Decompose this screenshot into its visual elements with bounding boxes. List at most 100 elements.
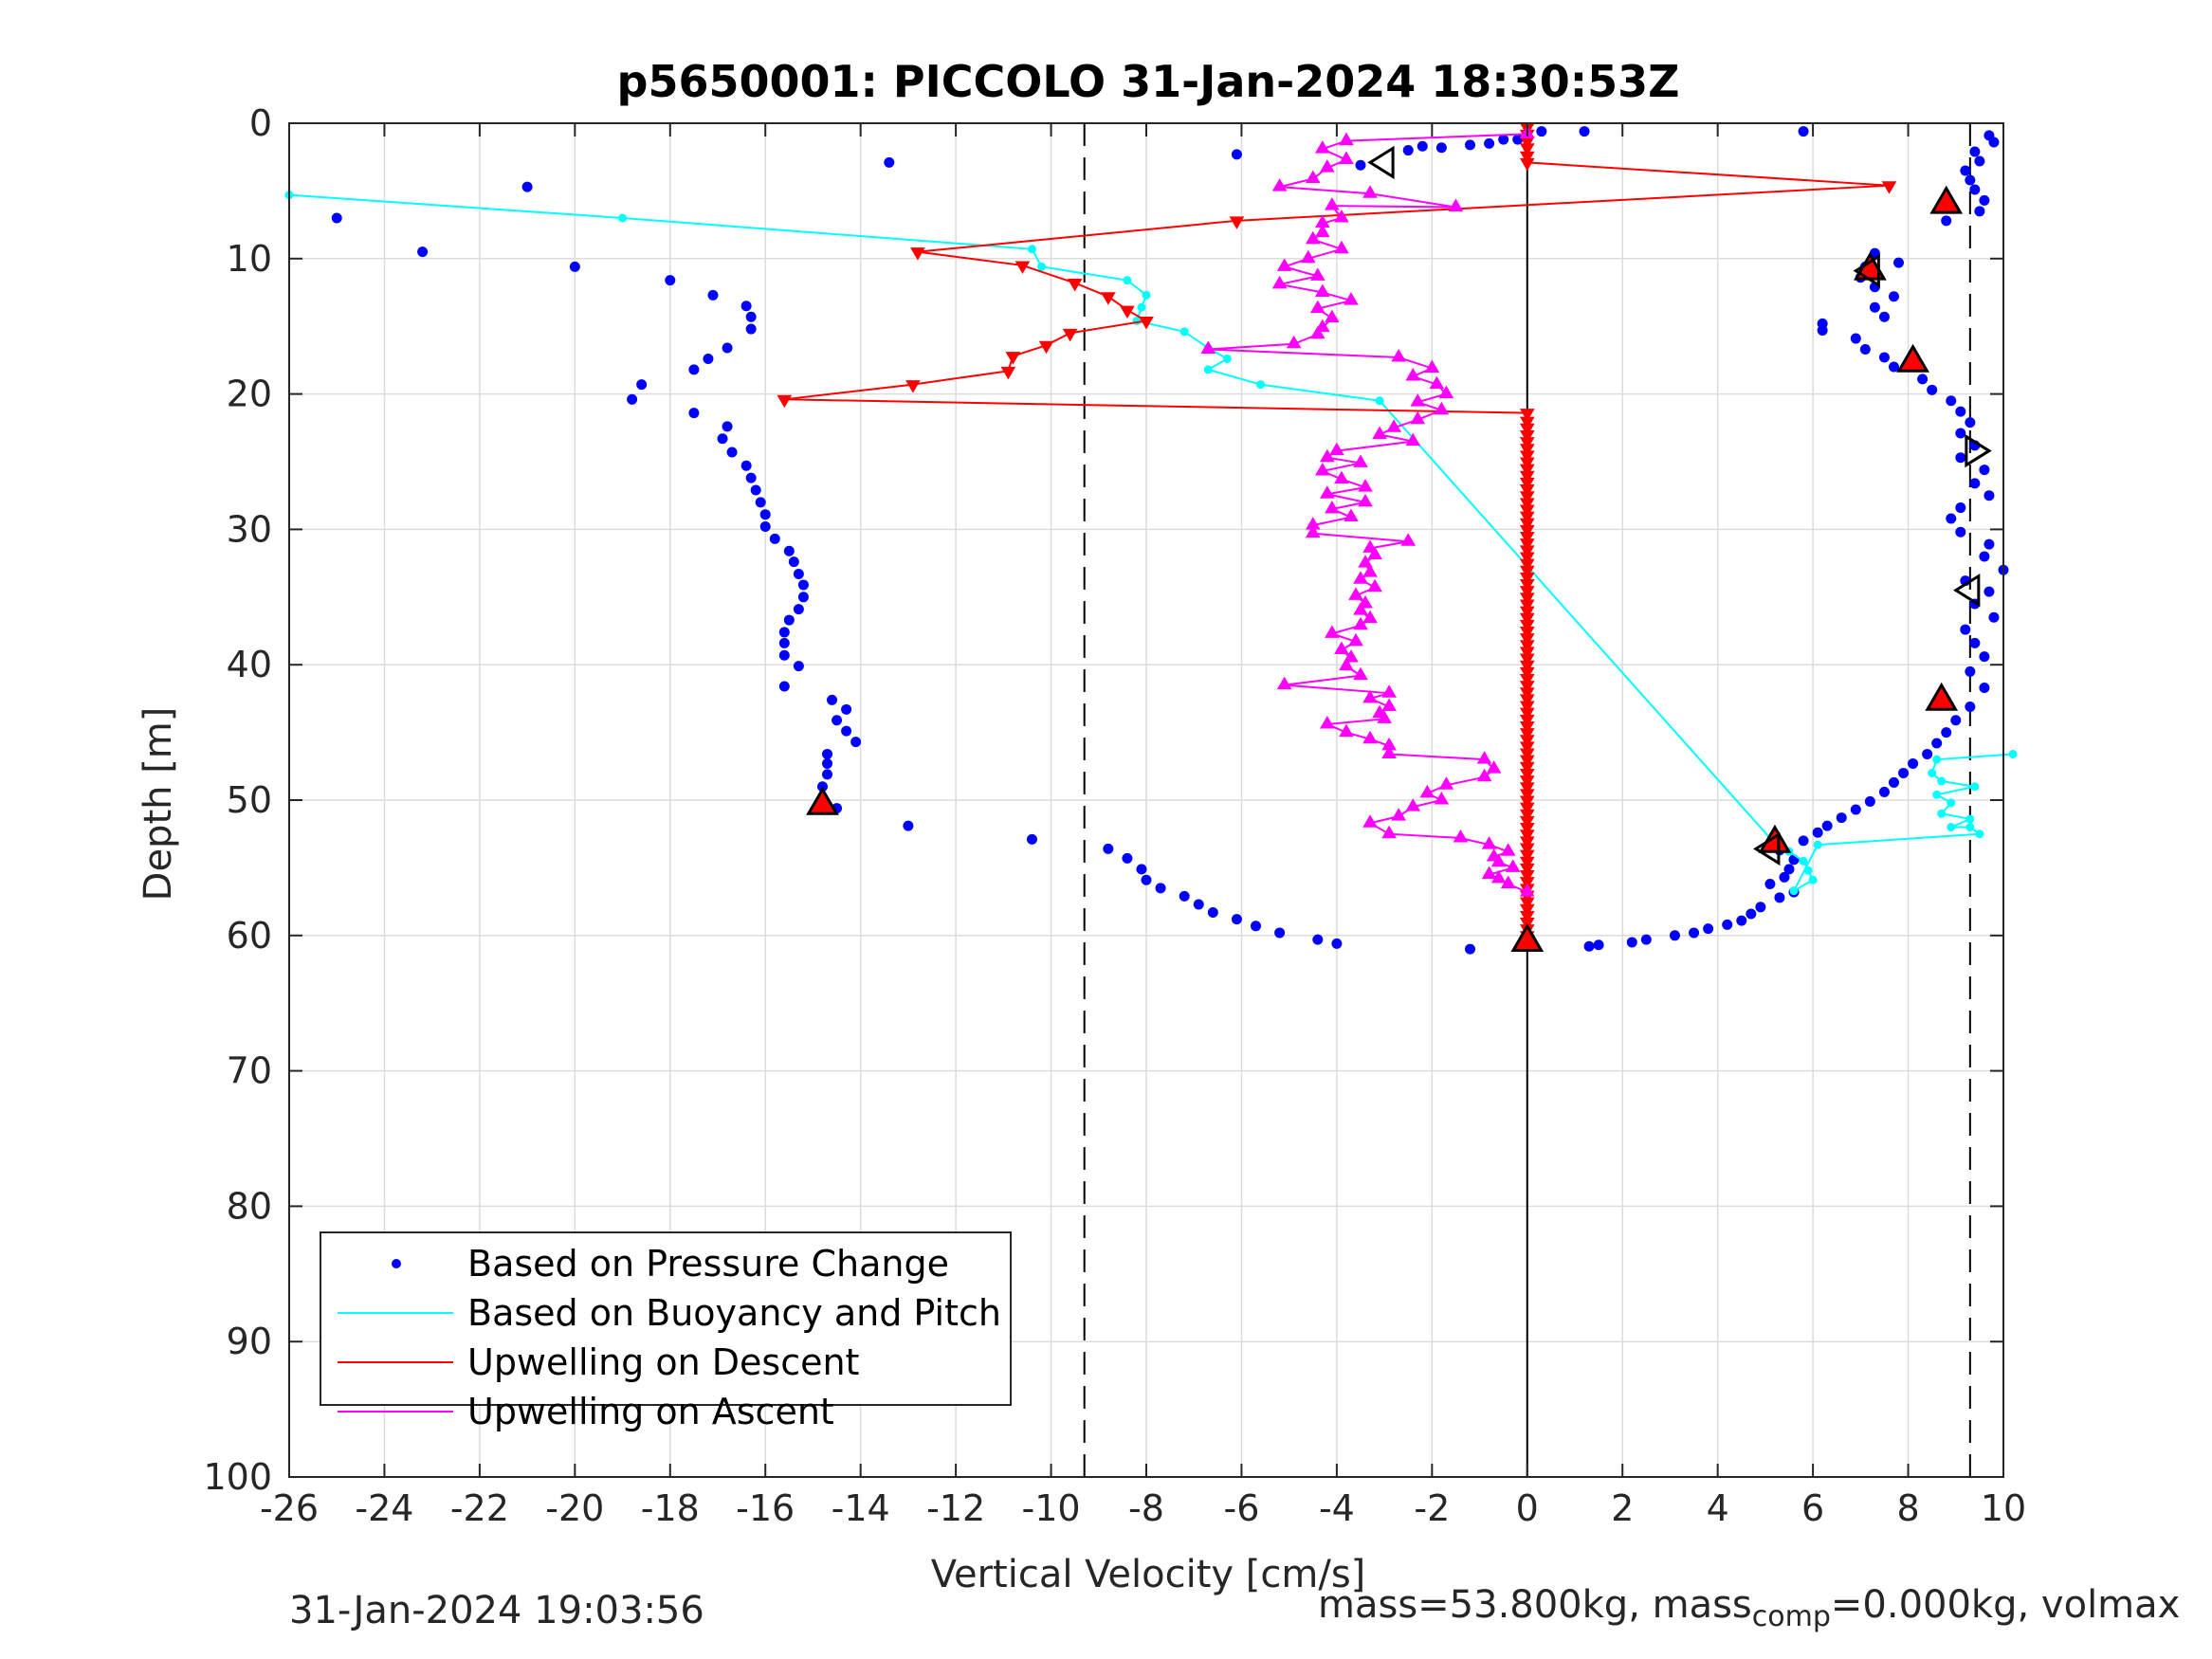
x-tick-label: -8 (1128, 1487, 1164, 1529)
pressure-point (1722, 919, 1733, 930)
pressure-point (1798, 835, 1809, 847)
descent-point (1519, 843, 1535, 856)
pressure-point (827, 694, 838, 705)
y-tick-label: 80 (227, 1185, 272, 1227)
pressure-point (1969, 146, 1981, 157)
pressure-point (755, 497, 766, 508)
descent-point (1519, 511, 1535, 525)
y-tick-label: 70 (227, 1050, 272, 1092)
pressure-point (822, 748, 833, 759)
ascent-point (1381, 825, 1397, 839)
pressure-point (1974, 206, 1985, 217)
buoyancy-point (1932, 790, 1942, 799)
ascent-point (1320, 448, 1335, 463)
descent-point (1519, 444, 1535, 457)
descent-point (1519, 856, 1535, 870)
buoyancy-point (1375, 396, 1384, 406)
y-axis-label: Depth [m] (137, 707, 180, 902)
ascent-point (1400, 533, 1417, 546)
event-marker (1510, 922, 1545, 952)
pressure-point (759, 521, 771, 533)
pressure-point (778, 649, 790, 661)
descent-point (1519, 565, 1535, 579)
buoyancy-point (1799, 856, 1808, 866)
pressure-point (1983, 586, 1995, 597)
pressure-point (636, 379, 648, 391)
ascent-point (1362, 610, 1378, 624)
mass-text: mass=53.800kg, mass (1318, 1583, 1752, 1627)
x-tick-label: 10 (1981, 1487, 2026, 1529)
pressure-point (1908, 757, 1919, 769)
ascent-point (1320, 159, 1335, 173)
pressure-point (1931, 738, 1943, 749)
ascent-point (1362, 689, 1378, 703)
ascent-point (1320, 716, 1335, 729)
footer-timestamp: 31-Jan-2024 19:03:56 (289, 1589, 704, 1632)
descent-point (1519, 450, 1535, 464)
pressure-point (1922, 748, 1933, 759)
pressure-point (1988, 611, 2000, 623)
ascent-point (1424, 359, 1440, 373)
ascent-point (1362, 814, 1378, 828)
pressure-point (1764, 879, 1776, 890)
pressure-point (1878, 786, 1890, 797)
buoyancy-point (1947, 798, 1956, 808)
pressure-point (1974, 155, 1985, 167)
ascent-point (1453, 829, 1469, 843)
ascent-point (1276, 258, 1292, 271)
pressure-point (722, 342, 733, 354)
ascent-point (1381, 698, 1397, 711)
descent-point (1519, 870, 1535, 884)
series-line-1 (288, 193, 2014, 894)
pressure-point (740, 460, 752, 471)
descent-point (1519, 464, 1535, 478)
pressure-point (1955, 526, 1966, 538)
pressure-point (726, 447, 738, 458)
ascent-point (1353, 454, 1368, 467)
pressure-point (1536, 126, 1547, 137)
pressure-point (1888, 776, 1899, 788)
pressure-point (1979, 551, 1990, 562)
ascent-point (1358, 479, 1373, 492)
legend: Based on Pressure Change Based on Buoyanc… (320, 1231, 1012, 1432)
ascent-point (1353, 602, 1368, 615)
pressure-point (1274, 927, 1286, 939)
pressure-point (1779, 871, 1790, 883)
pressure-point (793, 604, 804, 615)
pressure-point (1207, 907, 1218, 919)
buoyancy-point (1813, 840, 1822, 849)
pressure-point (1878, 352, 1890, 363)
pressure-point (740, 301, 752, 312)
ascent-point (1405, 798, 1421, 811)
pressure-point (1141, 874, 1152, 885)
pressure-point (569, 261, 580, 272)
y-tick-label: 60 (227, 915, 272, 957)
y-tick-label: 0 (249, 102, 272, 144)
buoyancy-point (1179, 327, 1189, 337)
x-tick-label: 6 (1801, 1487, 1824, 1529)
mass-rest: =0.000kg, volmax (1830, 1583, 2181, 1627)
descent-point (1519, 748, 1535, 762)
ascent-point (1438, 385, 1454, 399)
descent-point (1519, 592, 1535, 606)
ascent-point (1334, 470, 1349, 484)
ascent-point (1362, 539, 1378, 553)
ascent-point (1372, 426, 1387, 439)
descent-point (1519, 775, 1535, 789)
ascent-point (1305, 517, 1321, 530)
x-tick-label: -2 (1414, 1487, 1450, 1529)
ascent-point (1486, 848, 1502, 862)
ascent-point (1348, 632, 1363, 647)
pressure-point (1888, 361, 1899, 373)
x-tick-label: 8 (1896, 1487, 1919, 1529)
descent-point (1519, 423, 1535, 437)
ascent-point (1500, 843, 1516, 856)
ascent-point (1381, 745, 1397, 758)
pressure-point (1402, 145, 1414, 156)
ascent-point (1429, 375, 1445, 390)
descent-point (1519, 789, 1535, 802)
pressure-point (1579, 126, 1590, 137)
ascent-point (1344, 649, 1359, 663)
mass-subscript: comp (1751, 1600, 1831, 1633)
ascent-point (1348, 587, 1363, 600)
